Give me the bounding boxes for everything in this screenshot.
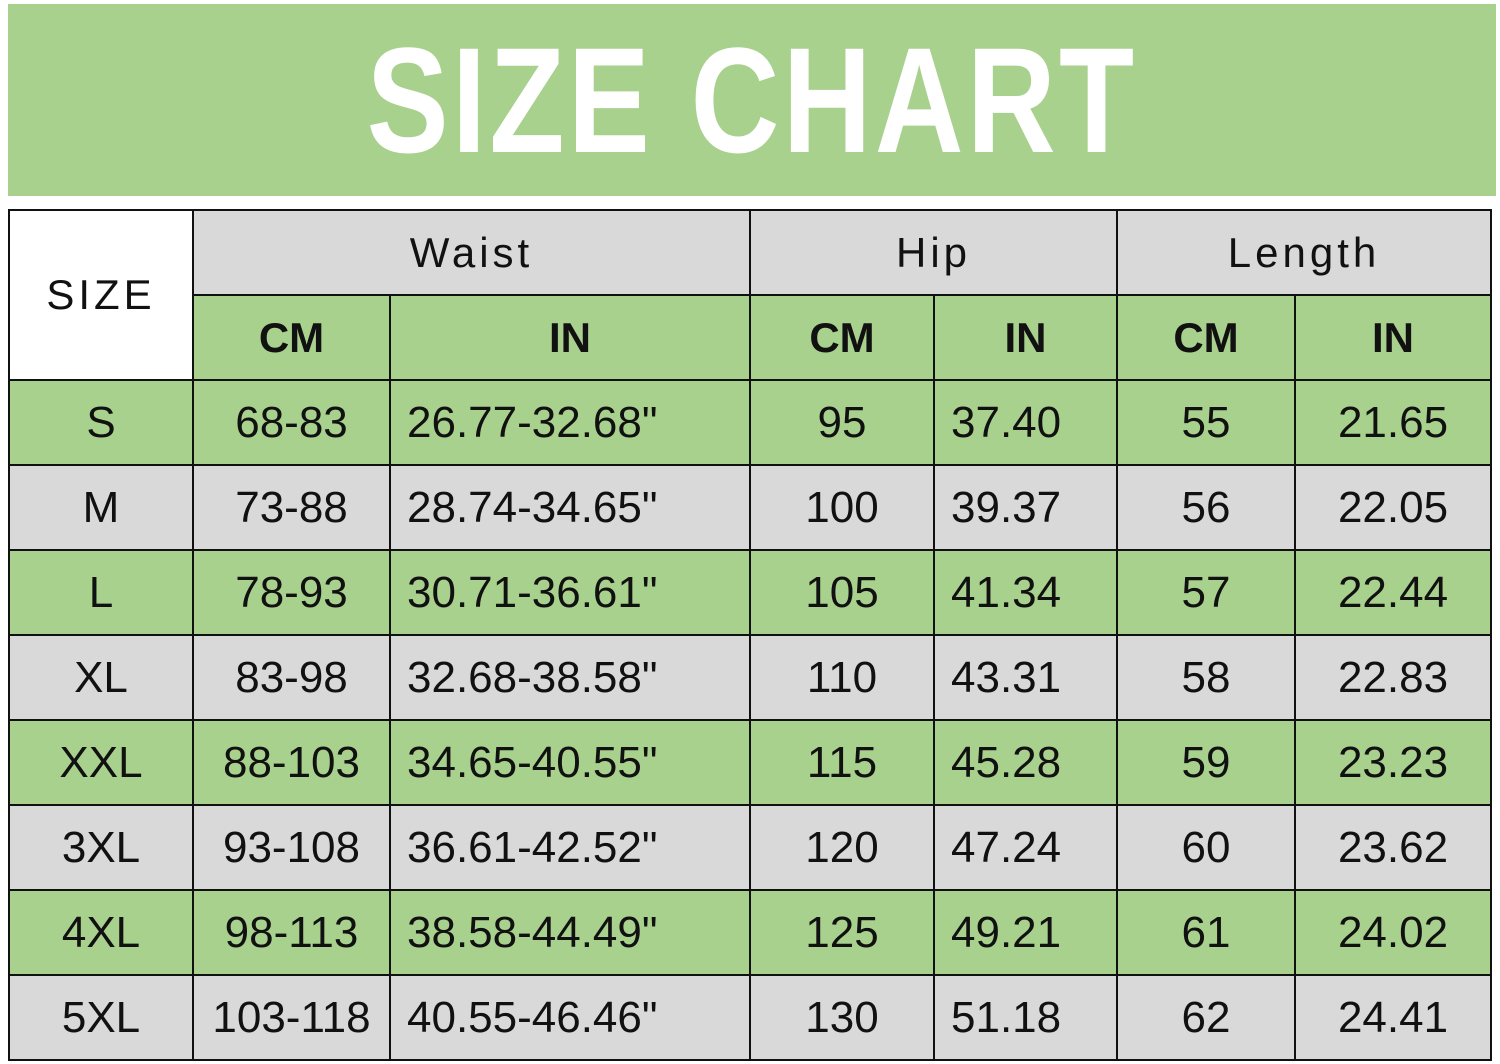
size-header: SIZE xyxy=(8,209,194,381)
value-cell: 83-98 xyxy=(192,634,391,721)
unit-header: IN xyxy=(1294,294,1492,381)
value-cell: 40.55-46.46" xyxy=(389,974,751,1061)
title-banner: SIZE CHART xyxy=(8,4,1496,196)
value-cell: 60 xyxy=(1116,804,1296,891)
table-row: S 68-83 26.77-32.68" 95 37.40 55 21.65 xyxy=(8,379,1492,466)
size-cell: XL xyxy=(8,634,194,721)
value-cell: 68-83 xyxy=(192,379,391,466)
size-cell: S xyxy=(8,379,194,466)
value-cell: 61 xyxy=(1116,889,1296,976)
table-row: XXL 88-103 34.65-40.55" 115 45.28 59 23.23 xyxy=(8,719,1492,806)
value-cell: 23.23 xyxy=(1294,719,1492,806)
value-cell: 43.31 xyxy=(933,634,1118,721)
size-cell: 5XL xyxy=(8,974,194,1061)
value-cell: 130 xyxy=(749,974,935,1061)
size-cell: L xyxy=(8,549,194,636)
value-cell: 37.40 xyxy=(933,379,1118,466)
value-cell: 22.44 xyxy=(1294,549,1492,636)
value-cell: 21.65 xyxy=(1294,379,1492,466)
size-cell: M xyxy=(8,464,194,551)
table-row: 4XL 98-113 38.58-44.49" 125 49.21 61 24.02 xyxy=(8,889,1492,976)
value-cell: 34.65-40.55" xyxy=(389,719,751,806)
value-cell: 78-93 xyxy=(192,549,391,636)
value-cell: 56 xyxy=(1116,464,1296,551)
value-cell: 39.37 xyxy=(933,464,1118,551)
chart-title: SIZE CHART xyxy=(366,15,1138,184)
value-cell: 45.28 xyxy=(933,719,1118,806)
value-cell: 57 xyxy=(1116,549,1296,636)
value-cell: 51.18 xyxy=(933,974,1118,1061)
value-cell: 115 xyxy=(749,719,935,806)
value-cell: 120 xyxy=(749,804,935,891)
value-cell: 62 xyxy=(1116,974,1296,1061)
group-header-waist: Waist xyxy=(192,209,751,296)
value-cell: 38.58-44.49" xyxy=(389,889,751,976)
unit-header: IN xyxy=(933,294,1118,381)
value-cell: 110 xyxy=(749,634,935,721)
group-header-length: Length xyxy=(1116,209,1492,296)
value-cell: 93-108 xyxy=(192,804,391,891)
value-cell: 88-103 xyxy=(192,719,391,806)
value-cell: 55 xyxy=(1116,379,1296,466)
group-header-hip: Hip xyxy=(749,209,1118,296)
table-row: XL 83-98 32.68-38.58" 110 43.31 58 22.83 xyxy=(8,634,1492,721)
value-cell: 24.02 xyxy=(1294,889,1492,976)
value-cell: 103-118 xyxy=(192,974,391,1061)
value-cell: 22.05 xyxy=(1294,464,1492,551)
value-cell: 125 xyxy=(749,889,935,976)
value-cell: 32.68-38.58" xyxy=(389,634,751,721)
value-cell: 58 xyxy=(1116,634,1296,721)
size-cell: 4XL xyxy=(8,889,194,976)
unit-header: CM xyxy=(1116,294,1296,381)
value-cell: 30.71-36.61" xyxy=(389,549,751,636)
size-cell: 3XL xyxy=(8,804,194,891)
table-row: 5XL 103-118 40.55-46.46" 130 51.18 62 24.41 xyxy=(8,974,1492,1061)
value-cell: 95 xyxy=(749,379,935,466)
value-cell: 73-88 xyxy=(192,464,391,551)
table-row: 3XL 93-108 36.61-42.52" 120 47.24 60 23.62 xyxy=(8,804,1492,891)
value-cell: 24.41 xyxy=(1294,974,1492,1061)
unit-header: CM xyxy=(749,294,935,381)
value-cell: 36.61-42.52" xyxy=(389,804,751,891)
value-cell: 26.77-32.68" xyxy=(389,379,751,466)
value-cell: 28.74-34.65" xyxy=(389,464,751,551)
value-cell: 41.34 xyxy=(933,549,1118,636)
table-row: M 73-88 28.74-34.65" 100 39.37 56 22.05 xyxy=(8,464,1492,551)
unit-header: IN xyxy=(389,294,751,381)
value-cell: 59 xyxy=(1116,719,1296,806)
value-cell: 47.24 xyxy=(933,804,1118,891)
size-cell: XXL xyxy=(8,719,194,806)
value-cell: 105 xyxy=(749,549,935,636)
unit-header: CM xyxy=(192,294,391,381)
table-row: L 78-93 30.71-36.61" 105 41.34 57 22.44 xyxy=(8,549,1492,636)
value-cell: 98-113 xyxy=(192,889,391,976)
value-cell: 49.21 xyxy=(933,889,1118,976)
value-cell: 100 xyxy=(749,464,935,551)
size-table: SIZE Waist Hip Length CM IN CM IN CM IN … xyxy=(8,209,1492,1061)
value-cell: 22.83 xyxy=(1294,634,1492,721)
value-cell: 23.62 xyxy=(1294,804,1492,891)
